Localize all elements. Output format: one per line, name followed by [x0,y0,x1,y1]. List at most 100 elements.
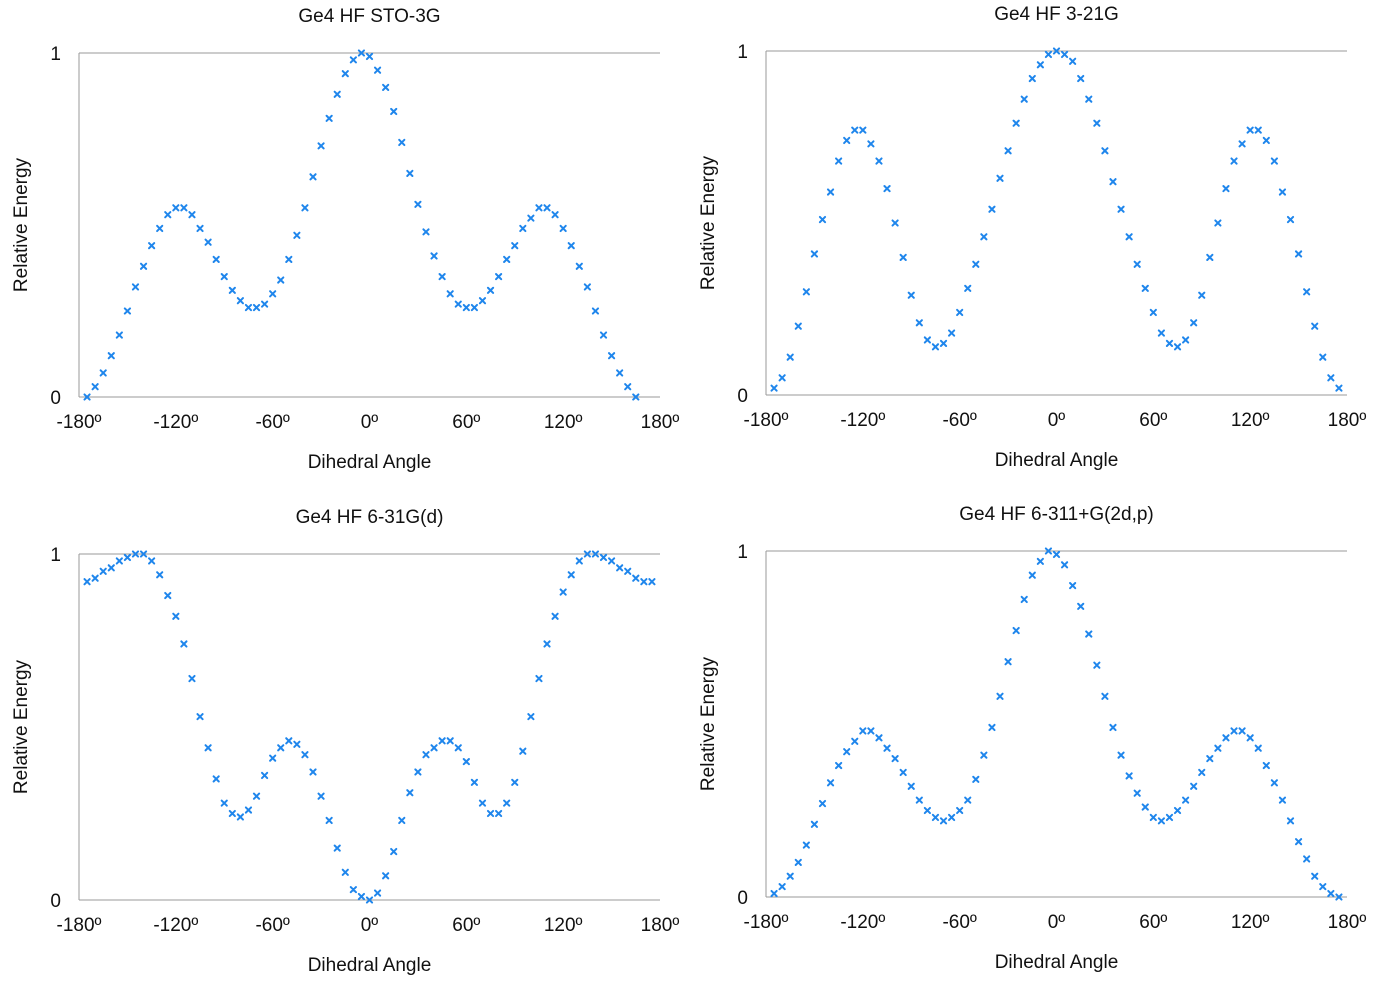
data-point [293,740,301,748]
data-point [648,578,656,586]
x-tick-label: 60º [452,412,480,433]
data-point [430,744,438,752]
data-point [357,892,366,901]
data-point [1133,789,1141,797]
x-tick-label: -120º [153,412,198,433]
data-point [1311,872,1319,880]
data-point [365,52,374,61]
data-point [430,252,438,260]
data-point [1028,571,1036,579]
data-point [1052,47,1061,55]
data-point [1109,178,1117,186]
data-point [398,816,406,825]
data-point [115,331,123,339]
data-point [1044,50,1053,59]
data-point [406,789,414,797]
data-point [907,291,915,299]
data-point [1020,95,1028,103]
data-point [851,126,859,134]
data-point [131,550,140,558]
data-point [1262,136,1270,145]
data-point [139,550,148,558]
data-point [770,384,778,392]
data-point [1028,74,1036,83]
data-point [956,308,964,317]
data-point [1246,734,1254,742]
data-point [899,253,907,261]
data-point [83,578,91,586]
data-point [859,126,867,134]
data-point [503,255,511,263]
data-point [875,157,883,165]
data-point [843,748,851,756]
data-point [1222,185,1230,193]
data-point [519,224,527,233]
data-point [980,751,988,759]
data-point [818,799,827,808]
data-point [349,56,357,64]
data-point [1230,157,1238,165]
data-point [1327,374,1335,382]
x-tick-label: -60º [255,412,289,433]
data-point [931,813,940,822]
data-point [988,723,996,732]
data-point [1165,813,1174,822]
data-point [107,564,115,572]
data-point [996,174,1004,182]
data-point [891,755,899,763]
data-point [1052,550,1061,559]
data-point [1133,260,1141,268]
data-point [1270,779,1278,787]
data-point [624,567,632,575]
data-point [1198,291,1206,299]
data-point [1238,727,1246,735]
data-point [123,553,132,562]
data-point [964,796,972,804]
data-point [341,70,349,78]
data-point [1182,796,1190,804]
data-point [188,674,196,683]
x-tick-label: 0º [1048,912,1066,933]
x-tick-label: -180º [57,915,102,936]
data-point [365,896,374,904]
data-point [624,383,632,391]
x-tick-label: 60º [1139,410,1167,431]
x-axis-label: Dihedral Angle [995,952,1119,973]
data-point [1036,61,1044,69]
data-point [495,809,503,818]
x-tick-label: -120º [153,915,198,936]
data-point [583,550,591,558]
data-point [1117,751,1125,759]
data-point [228,286,236,294]
data-point [1060,50,1069,59]
data-point [575,557,583,565]
data-point [188,211,196,219]
data-point [1085,630,1093,638]
data-point [139,262,148,270]
data-point [285,737,293,745]
x-tick-label: -180º [744,410,789,431]
data-point [486,809,495,818]
data-point [164,591,172,600]
data-point [414,768,422,776]
data-point [228,809,236,818]
data-point [1093,119,1101,127]
data-point [220,273,228,281]
data-point [1101,692,1109,700]
data-point [252,792,261,800]
data-point [616,564,624,572]
data-point [826,188,835,196]
data-point [810,250,819,258]
data-point [947,813,956,822]
data-point [1012,626,1020,635]
data-point [470,778,479,786]
data-point [1278,188,1287,196]
chart-title: Ge4 HF 6-31G(d) [296,507,444,528]
data-point [156,224,164,233]
data-point [551,612,559,620]
data-point [1182,336,1190,344]
data-point [1230,727,1238,735]
data-point [99,567,107,575]
data-point [1254,744,1262,752]
